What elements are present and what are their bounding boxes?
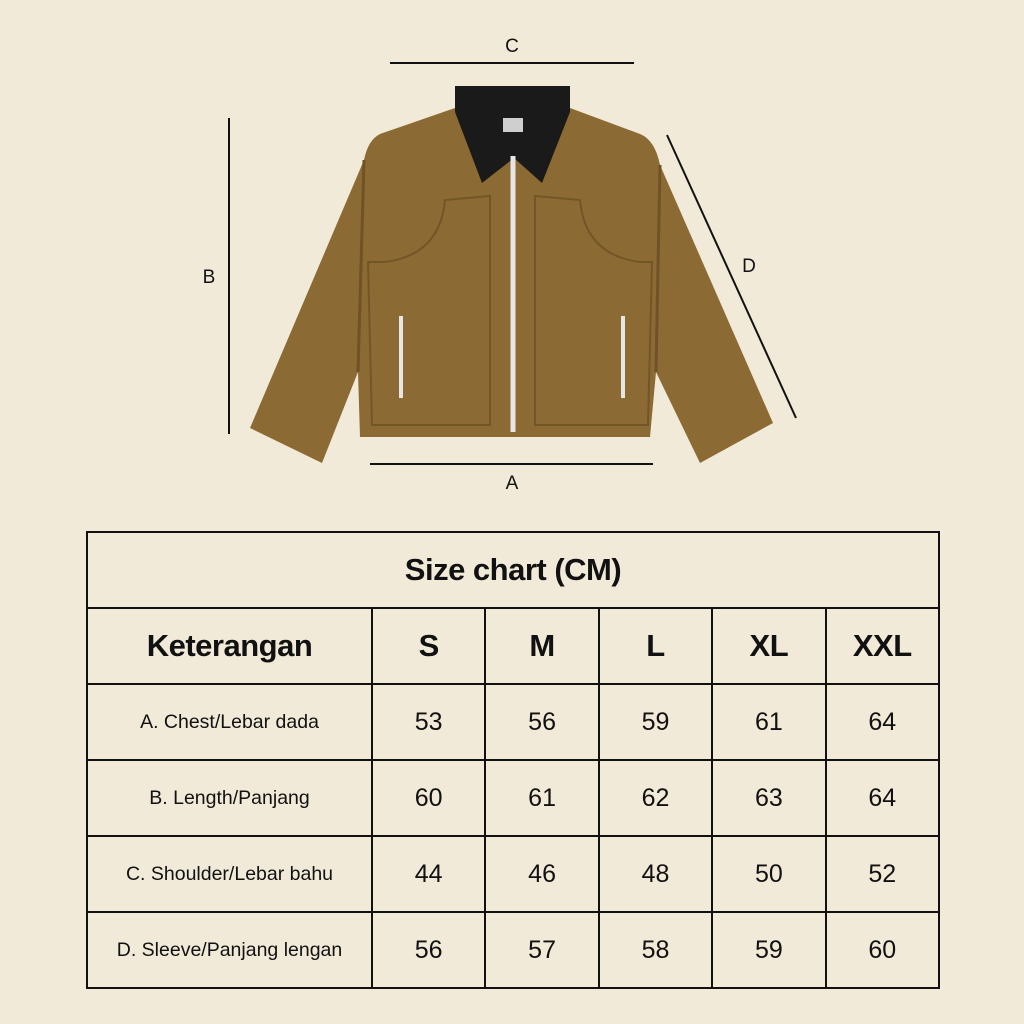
table-row: C. Shoulder/Lebar bahu 44 46 48 50 52 bbox=[86, 835, 941, 913]
table-row: B. Length/Panjang 60 61 62 63 64 bbox=[86, 759, 941, 837]
row-label: A. Chest/Lebar dada bbox=[86, 683, 373, 761]
cell-value: 59 bbox=[711, 911, 827, 989]
row-label: D. Sleeve/Panjang lengan bbox=[86, 911, 373, 989]
table-row: A. Chest/Lebar dada 53 56 59 61 64 bbox=[86, 683, 941, 761]
chest-pocket-right bbox=[534, 194, 654, 426]
label-d: D bbox=[742, 256, 756, 277]
cell-value: 46 bbox=[484, 835, 600, 913]
measure-line-d bbox=[666, 134, 797, 419]
header-s: S bbox=[370, 607, 487, 685]
cell-value: 56 bbox=[370, 911, 487, 989]
label-b: B bbox=[202, 267, 216, 288]
collar bbox=[455, 86, 570, 183]
cell-value: 52 bbox=[824, 835, 941, 913]
cell-value: 62 bbox=[597, 759, 714, 837]
cell-value: 56 bbox=[484, 683, 600, 761]
table-title: Size chart (CM) bbox=[86, 531, 940, 609]
cell-value: 53 bbox=[370, 683, 487, 761]
size-chart-table: Size chart (CM) Keterangan S M L XL XXL … bbox=[86, 531, 941, 989]
label-c: C bbox=[505, 36, 519, 57]
cell-value: 57 bbox=[484, 911, 600, 989]
header-xl: XL bbox=[711, 607, 827, 685]
cell-value: 64 bbox=[824, 683, 941, 761]
header-row: Keterangan S M L XL XXL bbox=[86, 607, 941, 685]
header-keterangan: Keterangan bbox=[86, 607, 373, 685]
header-m: M bbox=[484, 607, 600, 685]
row-label: B. Length/Panjang bbox=[86, 759, 373, 837]
cell-value: 59 bbox=[597, 683, 714, 761]
cell-value: 63 bbox=[711, 759, 827, 837]
cell-value: 61 bbox=[484, 759, 600, 837]
cell-value: 44 bbox=[370, 835, 487, 913]
neck-label bbox=[503, 118, 523, 132]
chest-pocket-left bbox=[366, 194, 491, 426]
header-l: L bbox=[597, 607, 714, 685]
cell-value: 64 bbox=[824, 759, 941, 837]
cell-value: 60 bbox=[370, 759, 487, 837]
cell-value: 50 bbox=[711, 835, 827, 913]
jacket-diagram bbox=[228, 62, 797, 465]
cell-value: 60 bbox=[824, 911, 941, 989]
row-label: C. Shoulder/Lebar bahu bbox=[86, 835, 373, 913]
header-xxl: XXL bbox=[824, 607, 941, 685]
cell-value: 61 bbox=[711, 683, 827, 761]
label-a: A bbox=[505, 473, 519, 494]
jacket-shadow bbox=[356, 159, 662, 373]
cell-value: 48 bbox=[597, 835, 714, 913]
table-row: D. Sleeve/Panjang lengan 56 57 58 59 60 bbox=[86, 911, 941, 989]
jacket-illustration bbox=[250, 86, 773, 463]
cell-value: 58 bbox=[597, 911, 714, 989]
